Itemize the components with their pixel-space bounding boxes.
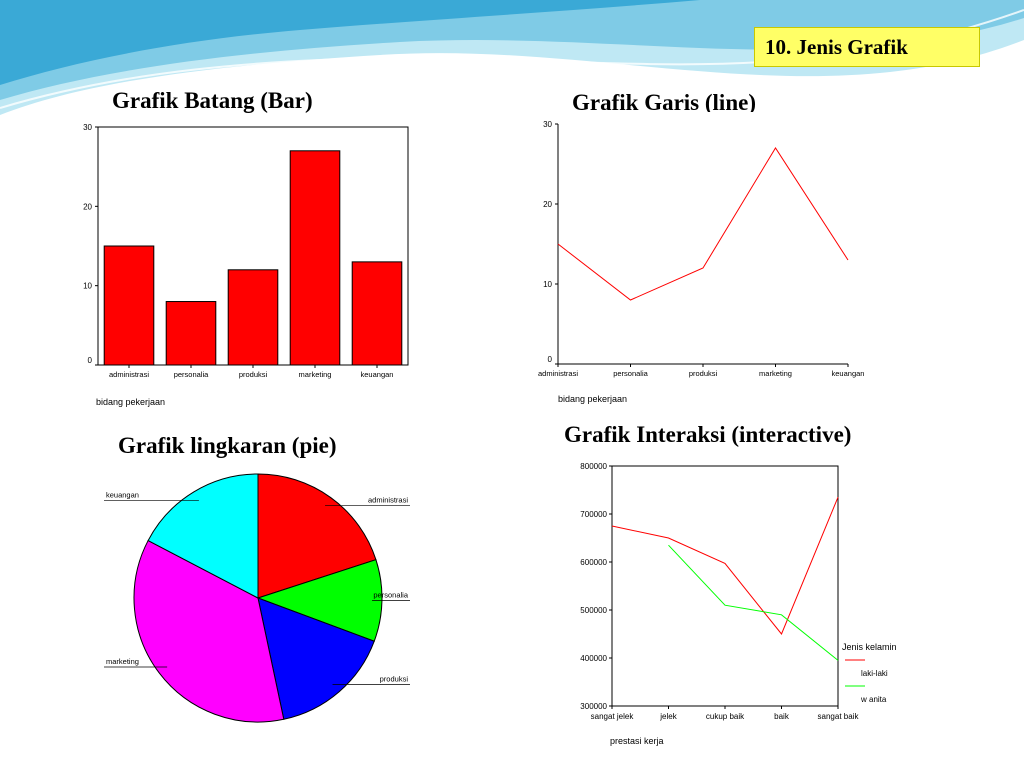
x-axis-label: bidang pekerjaan <box>558 394 627 404</box>
x-tick-label: produksi <box>239 370 268 379</box>
bar-chart-heading: Grafik Batang (Bar) <box>112 88 313 113</box>
y-tick-label: 10 <box>83 282 92 291</box>
x-tick-label: personalia <box>174 370 209 379</box>
y-tick-label: 700000 <box>580 510 607 519</box>
legend-label: w anita <box>860 695 887 704</box>
y-tick-label: 30 <box>83 123 92 132</box>
plot-frame <box>611 465 839 707</box>
y-tick-label: 30 <box>543 120 552 129</box>
pie-chart: administrasi personalia produksi marketing k… <box>104 473 410 723</box>
x-tick-label: administrasi <box>538 369 578 378</box>
x-axis-label: prestasi kerja <box>610 736 664 746</box>
series-line <box>611 497 839 635</box>
bar-chart-panel: 0 10 20 30 administrasi personalia produksi mar… <box>70 115 420 415</box>
pie-slice <box>257 473 377 599</box>
x-tick-label: cukup baik <box>706 712 745 721</box>
y-tick-label: 400000 <box>580 654 607 663</box>
line-chart-heading: Grafik Garis (line) <box>572 90 756 115</box>
bar <box>351 261 403 366</box>
x-tick-label: sangat baik <box>818 712 860 721</box>
x-tick-label: marketing <box>759 369 792 378</box>
y-tick-label: 10 <box>543 280 552 289</box>
slice-label: marketing <box>106 657 139 666</box>
y-tick-label: 500000 <box>580 606 607 615</box>
interaction-chart-heading: Grafik Interaksi (interactive) <box>564 422 852 447</box>
legend-title: Jenis kelamin <box>842 642 897 652</box>
series-line <box>557 147 849 301</box>
y-tick-label: 600000 <box>580 558 607 567</box>
x-tick-label: personalia <box>613 369 648 378</box>
pie-slice <box>147 473 259 599</box>
bar <box>289 150 341 366</box>
pie-chart-panel: administrasi personalia produksi marketing k… <box>88 462 424 732</box>
bar-chart: 0 10 20 30 administrasi personalia produksi mar… <box>83 123 409 407</box>
pie-chart-heading: Grafik lingkaran (pie) <box>118 433 337 458</box>
x-tick-label: marketing <box>299 370 332 379</box>
x-tick-label: keuangan <box>832 369 865 378</box>
y-tick-label: 300000 <box>580 702 607 711</box>
interaction-chart-panel: 300000 400000 500000 600000 700000 800000 sang… <box>540 452 912 750</box>
legend-label: laki-laki <box>861 669 888 678</box>
slice-label: administrasi <box>368 496 408 505</box>
x-tick-label: produksi <box>689 369 718 378</box>
bar <box>103 245 155 366</box>
x-tick-label: keuangan <box>361 370 394 379</box>
series-line <box>668 544 839 661</box>
y-tick-label: 20 <box>543 200 552 209</box>
line-chart: 0 10 20 30 administrasi personalia produksi mar… <box>538 120 865 404</box>
y-tick-label: 800000 <box>580 462 607 471</box>
slice-label: produksi <box>380 674 409 683</box>
wave-dark-band <box>0 0 700 85</box>
slice-label: keuangan <box>106 490 139 499</box>
bar <box>227 269 279 366</box>
pie-slice <box>257 597 375 720</box>
x-tick-label: sangat jelek <box>591 712 635 721</box>
line-chart-panel: 0 10 20 30 administrasi personalia produksi mar… <box>520 112 880 410</box>
y-tick-label: 0 <box>88 356 93 365</box>
bar <box>165 301 217 366</box>
x-axis-label: bidang pekerjaan <box>96 397 165 407</box>
y-tick-label: 20 <box>83 202 92 211</box>
x-tick-label: baik <box>774 712 790 721</box>
pie-slice <box>133 539 285 723</box>
x-tick-label: jelek <box>659 712 677 721</box>
slide-title: 10. Jenis Grafik <box>754 27 980 67</box>
y-tick-label: 0 <box>548 355 553 364</box>
x-tick-label: administrasi <box>109 370 149 379</box>
interaction-chart: 300000 400000 500000 600000 700000 800000 sang… <box>580 462 897 746</box>
slice-label: personalia <box>373 590 408 599</box>
